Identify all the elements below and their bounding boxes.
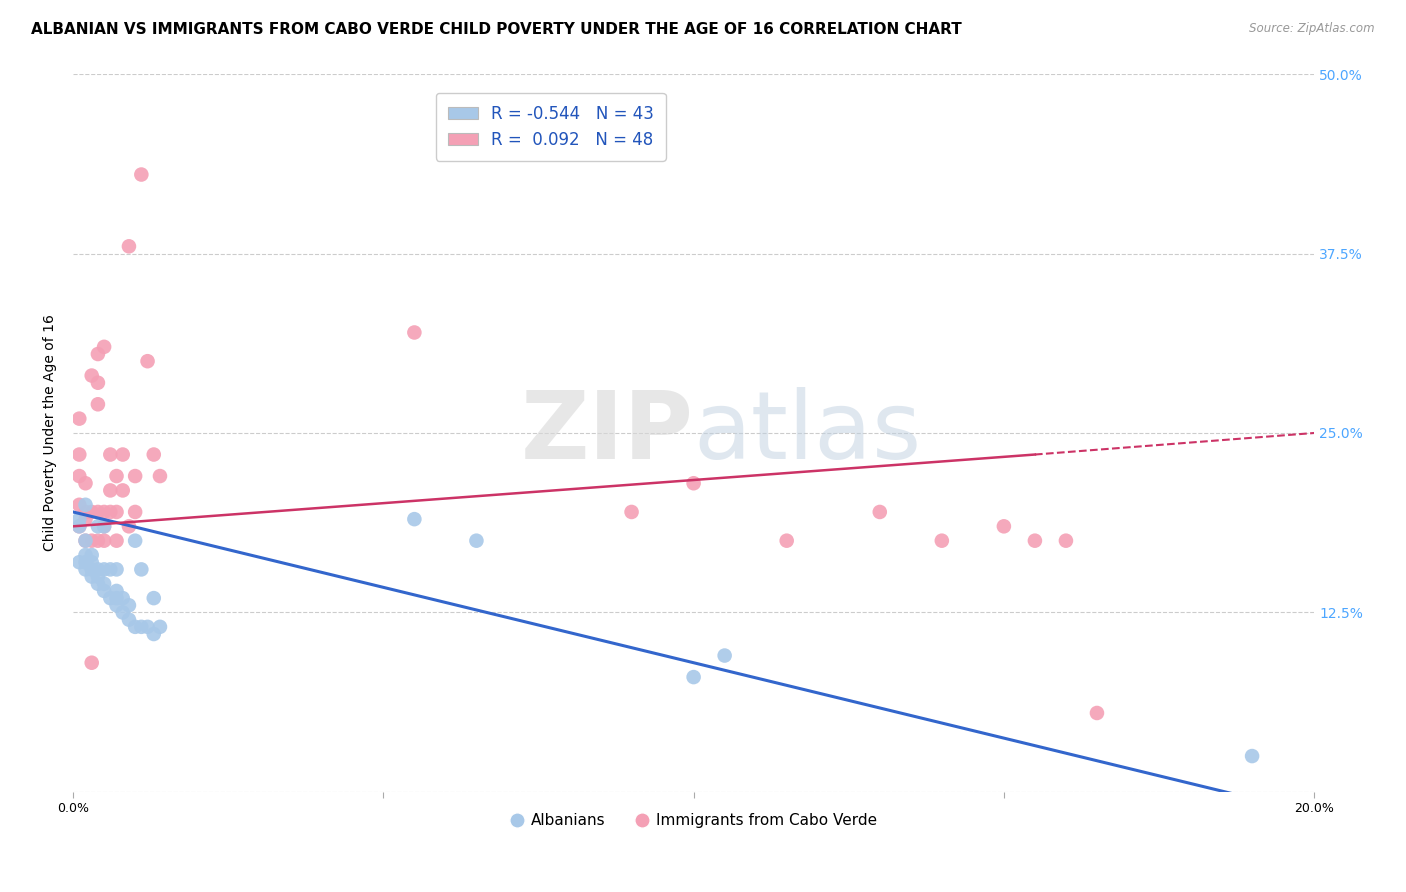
Point — [136, 354, 159, 368]
Point — [993, 519, 1015, 533]
Point — [118, 519, 141, 533]
Point — [1085, 706, 1108, 720]
Point — [87, 569, 110, 583]
Point — [105, 533, 128, 548]
Point — [124, 505, 146, 519]
Point — [131, 620, 153, 634]
Point — [67, 519, 90, 533]
Point — [1241, 749, 1264, 764]
Point — [80, 505, 103, 519]
Point — [67, 469, 90, 483]
Legend: Albanians, Immigrants from Cabo Verde: Albanians, Immigrants from Cabo Verde — [505, 807, 883, 835]
Point — [105, 562, 128, 576]
Point — [93, 519, 115, 533]
Point — [404, 512, 426, 526]
Point — [87, 347, 110, 361]
Point — [80, 368, 103, 383]
Text: ALBANIAN VS IMMIGRANTS FROM CABO VERDE CHILD POVERTY UNDER THE AGE OF 16 CORRELA: ALBANIAN VS IMMIGRANTS FROM CABO VERDE C… — [31, 22, 962, 37]
Point — [118, 599, 141, 613]
Point — [105, 505, 128, 519]
Point — [87, 519, 110, 533]
Point — [67, 512, 90, 526]
Point — [149, 620, 172, 634]
Point — [142, 448, 165, 462]
Point — [124, 620, 146, 634]
Point — [111, 483, 134, 498]
Point — [93, 583, 115, 598]
Point — [620, 505, 643, 519]
Point — [75, 476, 97, 491]
Point — [149, 469, 172, 483]
Point — [118, 613, 141, 627]
Point — [142, 591, 165, 606]
Y-axis label: Child Poverty Under the Age of 16: Child Poverty Under the Age of 16 — [44, 315, 58, 551]
Point — [713, 648, 735, 663]
Point — [93, 505, 115, 519]
Point — [93, 519, 115, 533]
Point — [75, 533, 97, 548]
Point — [75, 562, 97, 576]
Point — [136, 620, 159, 634]
Point — [131, 562, 153, 576]
Point — [98, 483, 121, 498]
Point — [776, 533, 799, 548]
Point — [93, 562, 115, 576]
Point — [67, 498, 90, 512]
Text: Source: ZipAtlas.com: Source: ZipAtlas.com — [1250, 22, 1375, 36]
Point — [869, 505, 891, 519]
Point — [111, 448, 134, 462]
Point — [93, 576, 115, 591]
Point — [111, 591, 134, 606]
Point — [682, 476, 704, 491]
Point — [87, 533, 110, 548]
Point — [80, 569, 103, 583]
Point — [87, 562, 110, 576]
Point — [105, 583, 128, 598]
Text: ZIP: ZIP — [520, 387, 693, 479]
Text: atlas: atlas — [693, 387, 922, 479]
Point — [105, 599, 128, 613]
Point — [80, 562, 103, 576]
Point — [124, 469, 146, 483]
Point — [98, 505, 121, 519]
Point — [404, 326, 426, 340]
Point — [75, 548, 97, 562]
Point — [118, 239, 141, 253]
Point — [80, 533, 103, 548]
Point — [465, 533, 488, 548]
Point — [75, 498, 97, 512]
Point — [67, 411, 90, 425]
Point — [87, 505, 110, 519]
Point — [75, 533, 97, 548]
Point — [87, 576, 110, 591]
Point — [131, 168, 153, 182]
Point — [67, 448, 90, 462]
Point — [98, 562, 121, 576]
Point — [124, 533, 146, 548]
Point — [931, 533, 953, 548]
Point — [67, 555, 90, 569]
Point — [75, 555, 97, 569]
Point — [98, 591, 121, 606]
Point — [75, 512, 97, 526]
Point — [682, 670, 704, 684]
Point — [87, 376, 110, 390]
Point — [105, 591, 128, 606]
Point — [1024, 533, 1046, 548]
Point — [87, 397, 110, 411]
Point — [80, 548, 103, 562]
Point — [80, 656, 103, 670]
Point — [111, 606, 134, 620]
Point — [1054, 533, 1077, 548]
Point — [105, 469, 128, 483]
Point — [80, 555, 103, 569]
Point — [93, 340, 115, 354]
Point — [67, 519, 90, 533]
Point — [142, 627, 165, 641]
Point — [93, 533, 115, 548]
Point — [75, 505, 97, 519]
Point — [98, 448, 121, 462]
